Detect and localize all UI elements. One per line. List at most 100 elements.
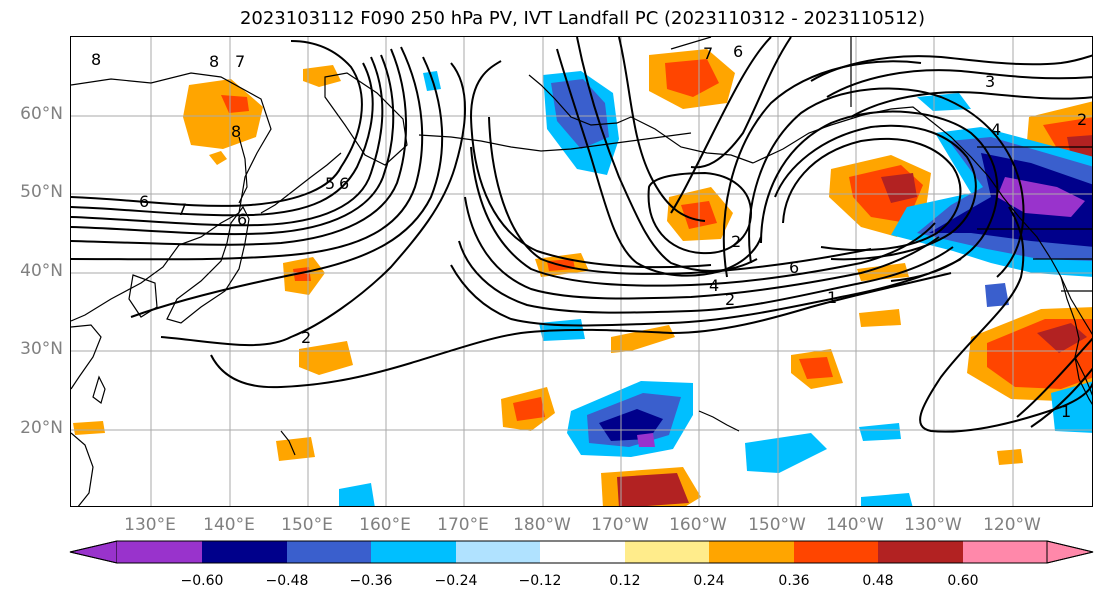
negative-patch <box>637 433 655 447</box>
contour-line <box>670 37 772 214</box>
colorbar-tick: −0.24 <box>434 573 478 589</box>
lon-label: 160°E <box>359 515 411 535</box>
contour-line <box>1030 367 1092 428</box>
positive-patch <box>293 267 311 281</box>
contour-line <box>576 37 758 272</box>
colorbar <box>69 540 1094 564</box>
contour-line <box>760 110 999 282</box>
korea-peninsula <box>128 274 158 318</box>
positive-patch <box>665 59 719 97</box>
negative-patch <box>745 433 827 473</box>
lon-label: 120°W <box>983 515 1041 535</box>
contour-line <box>556 48 762 277</box>
colorbar-segment <box>371 541 456 563</box>
contour-label: 8 <box>209 52 219 71</box>
positive-patch <box>859 309 901 327</box>
lat-label: 40°N <box>20 261 63 281</box>
colorbar-tick: 0.60 <box>947 573 979 589</box>
graticule <box>71 37 1092 506</box>
colorbar-segment <box>456 541 540 563</box>
colorbar-outline <box>69 540 1094 564</box>
positive-patch <box>617 473 689 506</box>
contour-line <box>774 124 977 261</box>
contour-line <box>71 48 407 246</box>
contour-label: 5 <box>325 174 335 193</box>
map-canvas: 8 8 7 8 6 7 6 5 6 2 7 6 4 2 1 6 3 2 4 2 … <box>71 37 1092 506</box>
east-china-coast <box>71 324 102 390</box>
aleutians <box>418 132 692 152</box>
lat-label: 50°N <box>20 182 63 202</box>
figure-title: 2023103112 F090 250 hPa PV, IVT Landfall… <box>239 8 926 29</box>
contour-line <box>488 116 872 275</box>
asia-coast <box>71 72 272 322</box>
hawaii <box>698 410 740 432</box>
negative-patch <box>917 93 971 111</box>
contour-label: 1 <box>827 288 837 307</box>
colorbar-segment <box>963 541 1047 563</box>
lat-label: 30°N <box>20 339 63 359</box>
colorbar-segment <box>540 541 625 563</box>
lon-label: 130°W <box>904 515 962 535</box>
colorbar-segment <box>709 541 794 563</box>
contour-label: 6 <box>139 192 149 211</box>
positive-patch <box>857 263 909 281</box>
contour-line <box>690 37 792 169</box>
negative-patch <box>859 423 901 441</box>
contour-line <box>618 37 706 222</box>
contour-line <box>464 196 940 300</box>
contour-line <box>130 56 444 318</box>
contour-label: 6 <box>789 258 799 277</box>
contour-label: 2 <box>725 290 735 309</box>
contour-line <box>71 40 363 207</box>
japan-islands <box>166 205 250 324</box>
colorbar-tick: −0.12 <box>518 573 562 589</box>
colorbar-tick: −0.48 <box>265 573 309 589</box>
map-panel: 8 8 7 8 6 7 6 5 6 2 7 6 4 2 1 6 3 2 4 2 … <box>70 36 1093 507</box>
kuril-islands <box>260 152 342 214</box>
lon-label: 160°W <box>669 515 727 535</box>
taiwan <box>92 375 106 405</box>
contour-line <box>71 62 374 217</box>
positive-patch <box>299 341 353 375</box>
contour-label: 7 <box>177 200 187 219</box>
negative-patch <box>1051 381 1092 433</box>
contour-line <box>470 146 936 287</box>
contour-line <box>469 60 712 269</box>
sakhalin <box>238 136 248 204</box>
colorbar-tick: 0.48 <box>862 573 894 589</box>
midway-islands <box>280 430 296 456</box>
positive-patch <box>221 95 249 113</box>
colorbar-tick: 0.24 <box>693 573 725 589</box>
contour-label: 6 <box>339 174 349 193</box>
contour-line <box>458 240 954 314</box>
contour-label: 3 <box>985 72 995 91</box>
contour-label: 8 <box>91 50 101 69</box>
contour-label: 6 <box>733 42 743 61</box>
colorbar-segment <box>878 541 963 563</box>
colorbar-segment <box>625 541 709 563</box>
contour-label: 2 <box>301 328 311 347</box>
colorbar-segment <box>117 541 202 563</box>
contour-label: 4 <box>991 120 1001 139</box>
philippines <box>71 432 94 506</box>
lon-label: 170°E <box>437 515 489 535</box>
contour-line <box>919 206 1092 433</box>
contour-label: 8 <box>231 122 241 141</box>
positive-patch <box>276 437 315 461</box>
negative-patch <box>599 409 663 441</box>
lon-label: 150°W <box>748 515 806 535</box>
negative-patch <box>551 79 609 149</box>
pv-contours <box>71 37 1092 433</box>
lon-label: 140°W <box>826 515 884 535</box>
contour-line <box>722 60 922 278</box>
contour-line <box>810 54 1092 82</box>
contour-label: 2 <box>1077 110 1087 129</box>
contour-line <box>782 137 962 252</box>
lon-label: 180°W <box>513 515 571 535</box>
contour-label: 7 <box>703 44 713 63</box>
contour-labels: 8 8 7 8 6 7 6 5 6 2 7 6 4 2 1 6 3 2 4 2 … <box>91 42 1087 421</box>
positive-patch <box>881 173 917 203</box>
contour-label: 7 <box>235 52 245 71</box>
contour-line <box>826 69 1092 98</box>
colorbar-segment <box>794 541 878 563</box>
